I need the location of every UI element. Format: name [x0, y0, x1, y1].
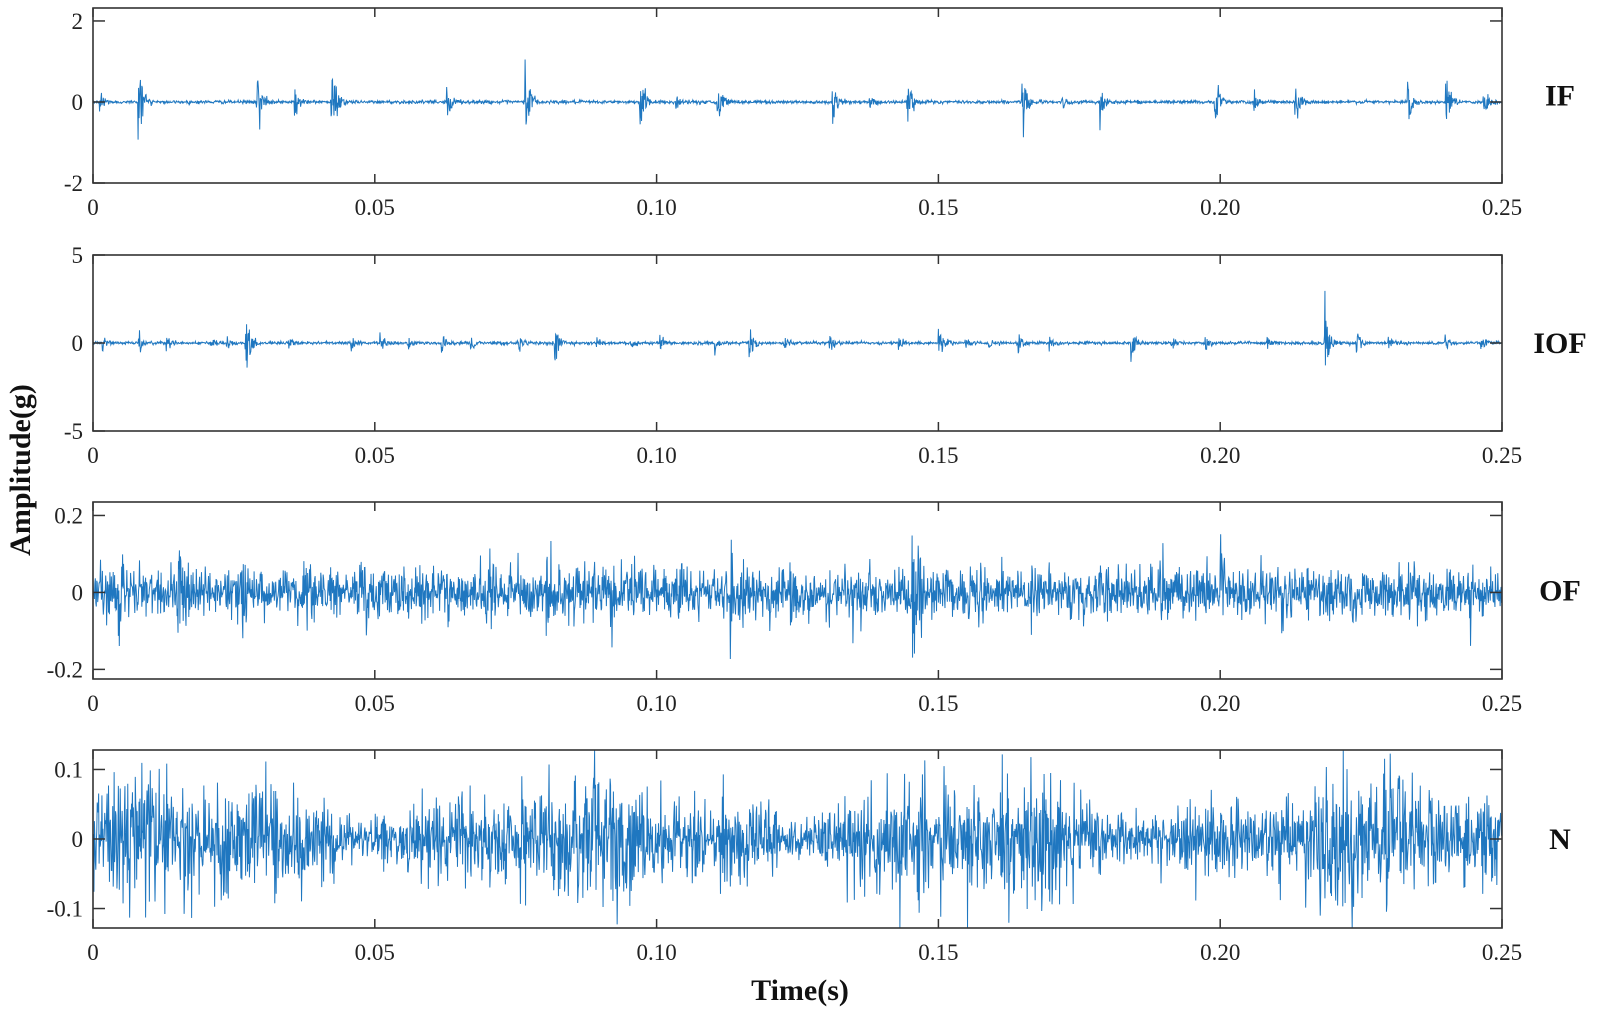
x-tick-label: 0.25: [1482, 940, 1522, 965]
y-tick-label: 0: [72, 331, 84, 356]
y-tick-label: 5: [72, 243, 84, 268]
x-tick-label: 0.15: [918, 691, 958, 716]
x-axis-title: Time(s): [751, 974, 849, 1007]
x-tick-label: 0.25: [1482, 691, 1522, 716]
signal-line-if: [92, 59, 1502, 140]
y-tick-label: -5: [64, 419, 83, 444]
x-tick-label: 0.10: [636, 195, 676, 220]
x-tick-label: 0.05: [355, 195, 395, 220]
axes-box: [92, 501, 1503, 680]
x-tick-label: 0.25: [1482, 443, 1522, 468]
x-tick-label: 0.25: [1482, 195, 1522, 220]
y-tick-label: -2: [64, 171, 83, 196]
panel-label: IF: [1545, 80, 1575, 113]
x-tick-label: 0.20: [1200, 443, 1240, 468]
x-tick-label: 0.05: [355, 940, 395, 965]
y-tick-label: 0: [72, 580, 84, 605]
x-tick-label: 0.10: [636, 940, 676, 965]
panel-label: OF: [1539, 575, 1581, 608]
x-tick-label: 0.10: [636, 691, 676, 716]
x-tick-label: 0.20: [1200, 940, 1240, 965]
y-tick-label: 0: [72, 90, 84, 115]
x-tick-label: 0.15: [918, 195, 958, 220]
x-tick-label: 0: [87, 691, 99, 716]
subplot-of: 0 0.05 0.10 0.15 0.20 0.25-0.200.2OF: [47, 501, 1581, 716]
x-tick-label: 0.15: [918, 940, 958, 965]
y-axis-title: Amplitude(g): [4, 384, 37, 556]
y-tick-label: 0.2: [54, 503, 83, 528]
x-tick-label: 0: [87, 940, 99, 965]
x-tick-label: 0.20: [1200, 195, 1240, 220]
x-tick-label: 0.15: [918, 443, 958, 468]
y-tick-label: -0.2: [47, 657, 83, 682]
subplot-n: 0 0.05 0.10 0.15 0.20 0.25-0.100.1N: [47, 749, 1571, 965]
y-tick-label: 0.1: [54, 757, 83, 782]
x-tick-label: 0: [87, 443, 99, 468]
y-tick-label: -0.1: [47, 897, 83, 922]
panel-label: N: [1549, 823, 1571, 856]
signal-line-iof: [92, 290, 1502, 368]
x-tick-label: 0.05: [355, 691, 395, 716]
x-tick-label: 0.05: [355, 443, 395, 468]
x-tick-label: 0: [87, 195, 99, 220]
signal-line-of: [92, 534, 1503, 660]
signal-line-n: [92, 749, 1503, 929]
panel-label: IOF: [1533, 327, 1586, 360]
x-tick-label: 0.10: [636, 443, 676, 468]
axes-box: [92, 7, 1503, 184]
y-tick-label: 2: [72, 9, 84, 34]
x-tick-label: 0.20: [1200, 691, 1240, 716]
y-tick-label: 0: [72, 827, 84, 852]
